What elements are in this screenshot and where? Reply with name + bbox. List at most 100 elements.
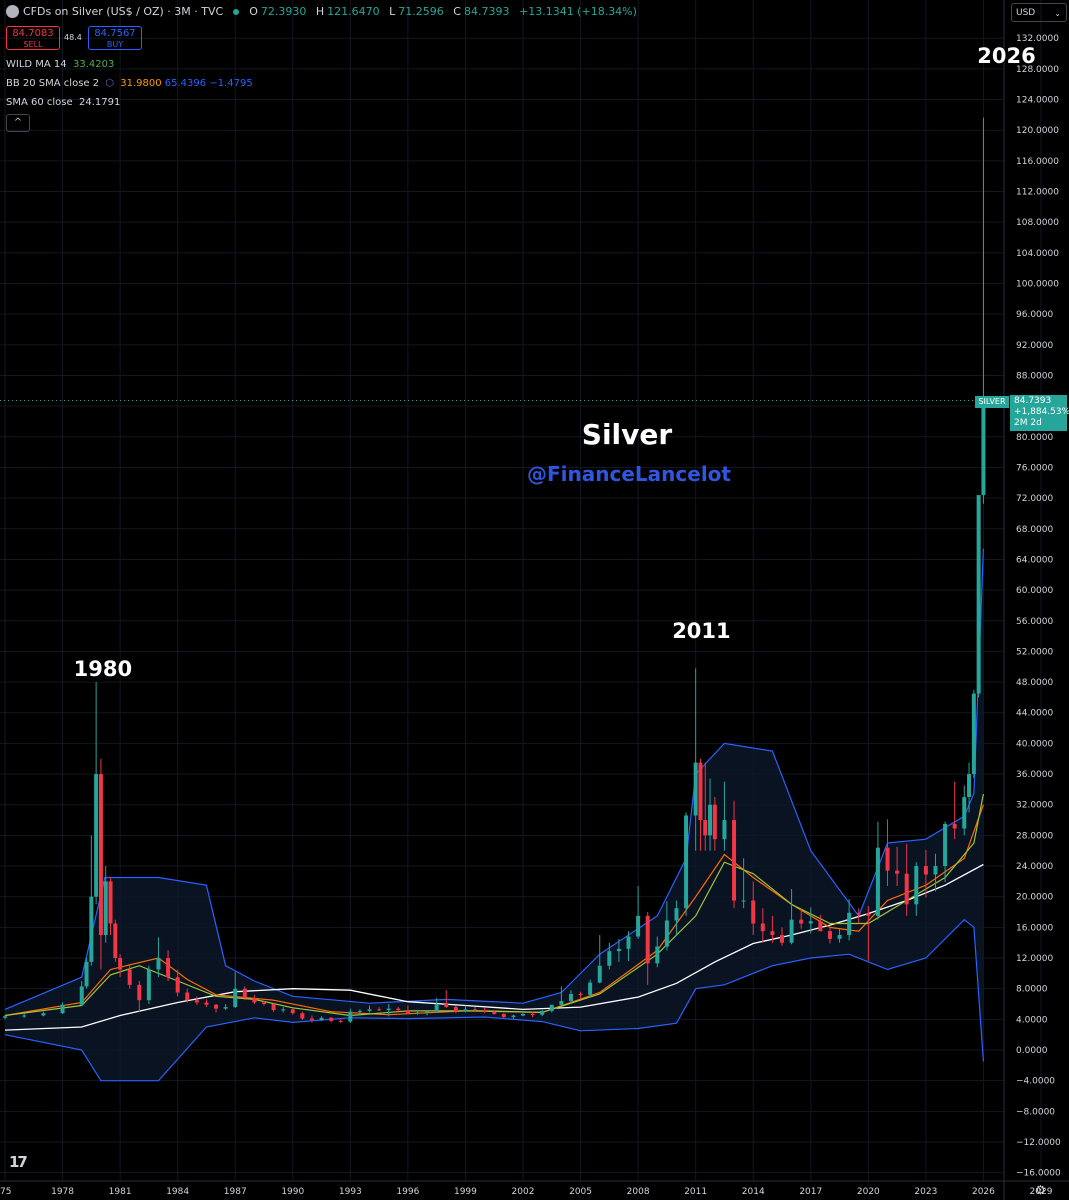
candle-body [616, 948, 621, 952]
price-tick-label: 128.0000 [1016, 65, 1059, 75]
candle-body [981, 400, 986, 496]
price-tick-label: −8.0000 [1016, 1107, 1055, 1117]
candle-body [214, 1004, 219, 1009]
price-tick-label: 64.0000 [1016, 555, 1053, 565]
candle-body [405, 1010, 410, 1014]
indicator-sma-60[interactable]: SMA 60 close 24.1791 [6, 97, 121, 108]
candle-body [962, 797, 967, 829]
collapse-indicators-button[interactable]: ^ [6, 114, 30, 132]
candle-body [559, 1000, 564, 1005]
candle-body [396, 1008, 401, 1011]
candle-body [712, 804, 717, 840]
candle-body [89, 896, 94, 962]
candle-body [722, 820, 727, 840]
candle-body [770, 931, 775, 936]
candle-body [492, 1011, 497, 1014]
chart-annotations: 1980 2011 2026 Silver @FinanceLancelot [74, 44, 1036, 681]
candle-body [194, 1000, 199, 1003]
candle-body [473, 1009, 478, 1011]
candle-body [252, 997, 257, 1003]
sell-button[interactable]: 84.7083 SELL [6, 26, 60, 50]
currency-select[interactable]: USD ⌄ [1011, 3, 1067, 22]
price-tick-label: 92.0000 [1016, 341, 1053, 351]
low-value: 71.2596 [398, 5, 444, 18]
candle-body [636, 915, 641, 937]
candle-body [789, 919, 794, 943]
candle-body [60, 1004, 65, 1014]
candle-body [103, 881, 108, 936]
buy-price: 84.7567 [94, 28, 136, 39]
candle-body [895, 870, 900, 874]
candle-body [233, 988, 238, 1008]
bb-lower-line [4, 918, 984, 1082]
candle-body [837, 935, 842, 939]
sell-label: SELL [23, 40, 43, 49]
candle-body [377, 1009, 382, 1011]
spread-value: 48.4 [64, 33, 82, 42]
time-tick-label: 1996 [396, 1187, 419, 1197]
gear-icon[interactable]: ⚙ [1035, 1183, 1046, 1197]
candle-body [703, 820, 708, 836]
chevron-down-icon: ⌄ [1054, 9, 1061, 18]
candle-body [127, 969, 132, 985]
time-tick-label: 2014 [742, 1187, 765, 1197]
time-tick-label: 2026 [972, 1187, 995, 1197]
candle-body [348, 1011, 353, 1022]
candle-body [338, 1020, 343, 1022]
tradingview-logo[interactable]: 17 [9, 1153, 28, 1171]
candle-body [976, 495, 981, 694]
candle-body [463, 1009, 468, 1012]
indicator-bollinger[interactable]: BB 20 SMA close 2 ⬡ 31.9800 65.4396 −1.4… [6, 78, 253, 89]
candle-body [818, 921, 823, 932]
candle-body [22, 1015, 27, 1017]
price-tick-label: −12.0000 [1016, 1138, 1061, 1148]
candle-body [943, 823, 948, 867]
time-tick-label: 2008 [627, 1187, 650, 1197]
candle-body [578, 994, 583, 996]
time-tick-label: 1993 [339, 1187, 362, 1197]
price-tick-label: 96.0000 [1016, 310, 1053, 320]
indicator-wild-ma[interactable]: WILD MA 14 33.4203 [6, 59, 115, 70]
high-value: 121.6470 [327, 5, 380, 18]
price-tick-label: 24.0000 [1016, 862, 1053, 872]
candle-body [779, 935, 784, 943]
candle-body [914, 866, 919, 905]
candle-body [271, 1004, 276, 1011]
candle-body [751, 900, 756, 924]
candle-body [967, 774, 972, 798]
price-tick-label: 40.0000 [1016, 739, 1053, 749]
candle-body [3, 1016, 7, 1018]
time-tick-label: 1984 [166, 1187, 189, 1197]
candle-body [568, 994, 573, 1001]
symbol-title[interactable]: CFDs on Silver (US$ / OZ) · 3M · TVC [23, 5, 224, 18]
price-tick-label: 12.0000 [1016, 954, 1053, 964]
buy-button[interactable]: 84.7567 BUY [88, 26, 142, 50]
candle-body [511, 1015, 516, 1018]
bb-fill [5, 548, 984, 1081]
watermark-title: Silver [582, 418, 673, 451]
price-tick-label: 76.0000 [1016, 463, 1053, 473]
candle-body [732, 820, 737, 901]
candle-body [799, 919, 804, 924]
candlesticks [3, 117, 986, 1024]
last-price-label: 84.7393 +1,884.53% 2M 2d [1010, 395, 1069, 431]
price-tick-label: −4.0000 [1016, 1077, 1055, 1087]
time-tick-label: 2002 [512, 1187, 535, 1197]
open-value: 72.3930 [260, 5, 307, 18]
price-axis[interactable]: 132.0000 128.0000 124.0000 120.0000 116.0000… [1016, 34, 1061, 1178]
candle-body [175, 977, 180, 993]
candle-body [933, 866, 938, 875]
candle-body [501, 1013, 506, 1018]
bb-settings-icon[interactable]: ⬡ [105, 78, 115, 89]
market-open-icon [233, 8, 240, 15]
candle-body [108, 881, 113, 924]
candle-body [242, 988, 247, 998]
price-tick-label: 88.0000 [1016, 371, 1053, 381]
time-axis[interactable]: 75 1978 1981 1984 1987 1990 1993 1996 1999 2002 20… [0, 1187, 1053, 1197]
price-tick-label: 48.0000 [1016, 678, 1053, 688]
candle-body [607, 951, 612, 966]
time-tick-label: 2011 [684, 1187, 707, 1197]
candle-body [875, 847, 880, 916]
